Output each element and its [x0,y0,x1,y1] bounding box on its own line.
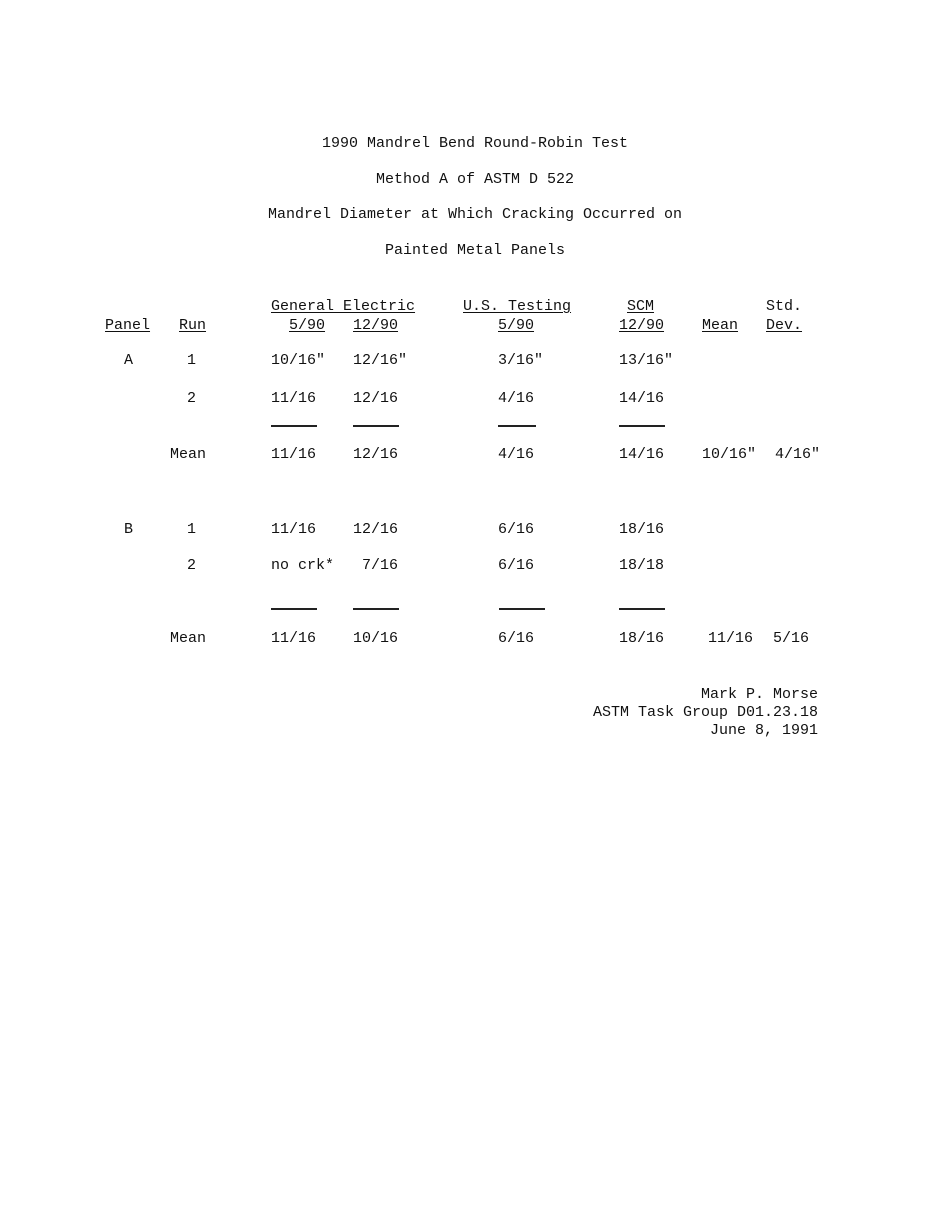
ge-1290-cell: 12/16 [353,446,399,463]
sum-line [619,608,665,610]
header-us-testing: U.S. Testing [463,298,572,315]
header-run: Run [179,317,207,334]
header-dev: Dev. [766,317,803,334]
ge-590-cell: 11/16 [271,446,317,463]
panel-label: B [124,521,134,538]
header-scm-1290: 12/90 [619,317,665,334]
sum-line [499,608,545,610]
header-std: Std. [766,298,803,315]
header-ge-590: 5/90 [289,317,326,334]
sum-line [498,425,536,427]
ust-590-cell: 6/16 [498,521,535,538]
run-cell: 1 [187,521,197,538]
run-cell: 2 [187,557,197,574]
sum-line [619,425,665,427]
ge-1290-cell: 12/16" [353,352,408,369]
mean-cell: 11/16 [708,630,754,647]
ust-590-cell: 3/16" [498,352,544,369]
ge-1290-cell: 12/16 [353,390,399,407]
ust-590-cell: 6/16 [498,630,535,647]
mean-cell: 10/16" [702,446,757,463]
header-scm: SCM [627,298,655,315]
ge-590-cell: 11/16 [271,630,317,647]
panel-label: A [124,352,134,369]
header-panel: Panel [105,317,151,334]
title-line-1: 1990 Mandrel Bend Round-Robin Test [321,135,629,152]
scm-1290-cell: 18/16 [619,521,665,538]
scm-1290-cell: 13/16" [619,352,674,369]
ge-1290-cell: 12/16 [353,521,399,538]
std-dev-cell: 4/16" [775,446,821,463]
header-ust-590: 5/90 [498,317,535,334]
sum-line [271,425,317,427]
ge-590-cell: 11/16 [271,390,317,407]
scm-1290-cell: 14/16 [619,446,665,463]
run-cell: Mean [170,630,207,647]
sum-line [353,608,399,610]
ust-590-cell: 4/16 [498,446,535,463]
ust-590-cell: 6/16 [498,557,535,574]
sum-line [353,425,399,427]
ge-590-cell: 10/16" [271,352,326,369]
title-line-3: Mandrel Diameter at Which Cracking Occur… [267,206,683,223]
title-line-2: Method A of ASTM D 522 [375,171,575,188]
run-cell: 1 [187,352,197,369]
scm-1290-cell: 14/16 [619,390,665,407]
scm-1290-cell: 18/18 [619,557,665,574]
run-cell: 2 [187,390,197,407]
ge-590-cell: 11/16 [271,521,317,538]
sum-line [271,608,317,610]
ge-590-cell: no crk* [271,557,335,574]
std-dev-cell: 5/16 [773,630,810,647]
header-mean: Mean [702,317,739,334]
ge-1290-cell: 7/16 [362,557,399,574]
run-cell: Mean [170,446,207,463]
signature-group: ASTM Task Group D01.23.18 [592,704,818,721]
scm-1290-cell: 18/16 [619,630,665,647]
ust-590-cell: 4/16 [498,390,535,407]
ge-1290-cell: 10/16 [353,630,399,647]
header-ge-1290: 12/90 [353,317,399,334]
signature-name: Mark P. Morse [700,686,818,703]
title-line-4: Painted Metal Panels [384,242,566,259]
header-general-electric: General Electric [271,298,416,315]
signature-date: June 8, 1991 [709,722,818,739]
